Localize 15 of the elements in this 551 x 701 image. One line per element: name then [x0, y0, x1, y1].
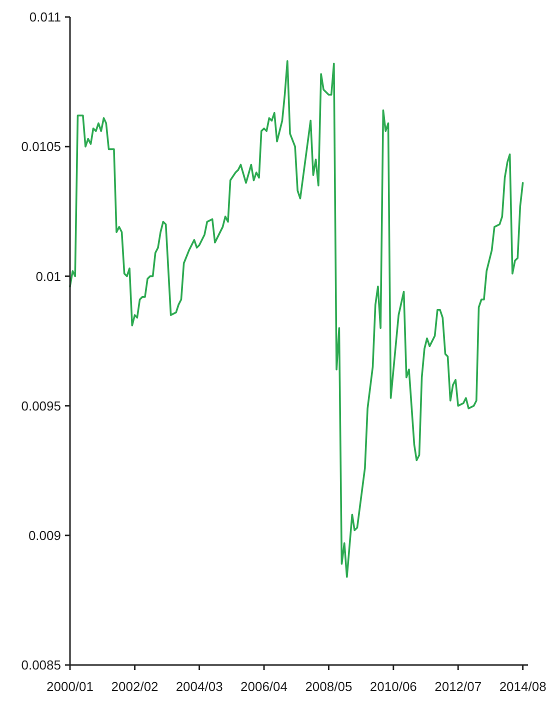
- x-tick-label: 2008/05: [305, 679, 352, 694]
- y-tick-label: 0.011: [29, 10, 61, 25]
- y-tick-label: 0.0095: [21, 398, 61, 414]
- x-tick-label: 2012/07: [434, 679, 482, 694]
- line-series: [69, 60, 524, 578]
- y-tick-label: 0.009: [28, 528, 61, 543]
- y-tick-label: 0.01: [36, 268, 61, 284]
- x-tick-label: 2006/04: [240, 679, 288, 694]
- x-tick-label: 2002/02: [111, 679, 158, 694]
- x-tick-label: 2014/08: [499, 679, 546, 694]
- x-tick-label: 2004/03: [176, 679, 223, 694]
- x-tick-label: 2010/06: [370, 679, 417, 694]
- y-tick-label: 0.0105: [21, 139, 61, 154]
- y-tick-label: 0.0085: [21, 658, 61, 673]
- x-tick-label: 2000/01: [46, 679, 94, 694]
